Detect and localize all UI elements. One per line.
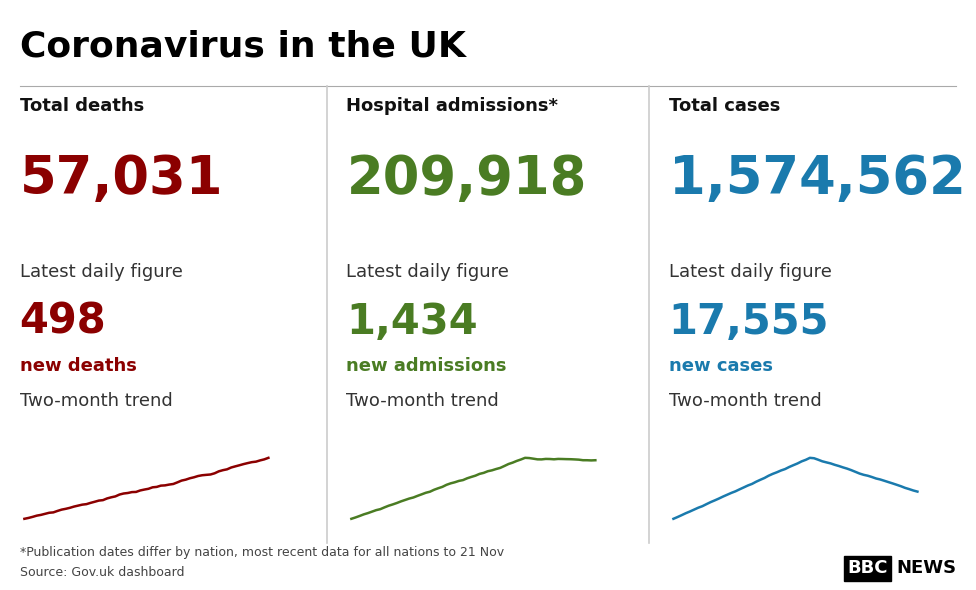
Text: new admissions: new admissions	[346, 357, 507, 375]
Text: Total cases: Total cases	[669, 97, 780, 116]
Text: 1,574,562: 1,574,562	[669, 153, 965, 205]
Text: Hospital admissions*: Hospital admissions*	[346, 97, 558, 116]
Text: Total deaths: Total deaths	[20, 97, 143, 116]
Text: 1,434: 1,434	[346, 301, 478, 343]
Text: Source: Gov.uk dashboard: Source: Gov.uk dashboard	[20, 566, 184, 579]
Text: 17,555: 17,555	[669, 301, 829, 343]
Text: new deaths: new deaths	[20, 357, 137, 375]
Text: 57,031: 57,031	[20, 153, 224, 205]
Text: 209,918: 209,918	[346, 153, 587, 205]
Text: NEWS: NEWS	[896, 559, 956, 578]
Text: Latest daily figure: Latest daily figure	[346, 263, 509, 281]
Text: new cases: new cases	[669, 357, 773, 375]
Text: Two-month trend: Two-month trend	[669, 392, 822, 411]
Text: Coronavirus in the UK: Coronavirus in the UK	[20, 30, 466, 64]
Text: *Publication dates differ by nation, most recent data for all nations to 21 Nov: *Publication dates differ by nation, mos…	[20, 546, 504, 559]
Text: 498: 498	[20, 301, 106, 343]
Text: BBC: BBC	[847, 559, 887, 578]
Text: Two-month trend: Two-month trend	[346, 392, 500, 411]
Text: Latest daily figure: Latest daily figure	[669, 263, 832, 281]
Text: Latest daily figure: Latest daily figure	[20, 263, 183, 281]
Text: Two-month trend: Two-month trend	[20, 392, 173, 411]
